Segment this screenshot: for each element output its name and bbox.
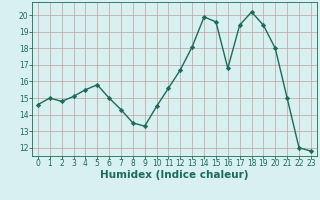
X-axis label: Humidex (Indice chaleur): Humidex (Indice chaleur) — [100, 170, 249, 180]
